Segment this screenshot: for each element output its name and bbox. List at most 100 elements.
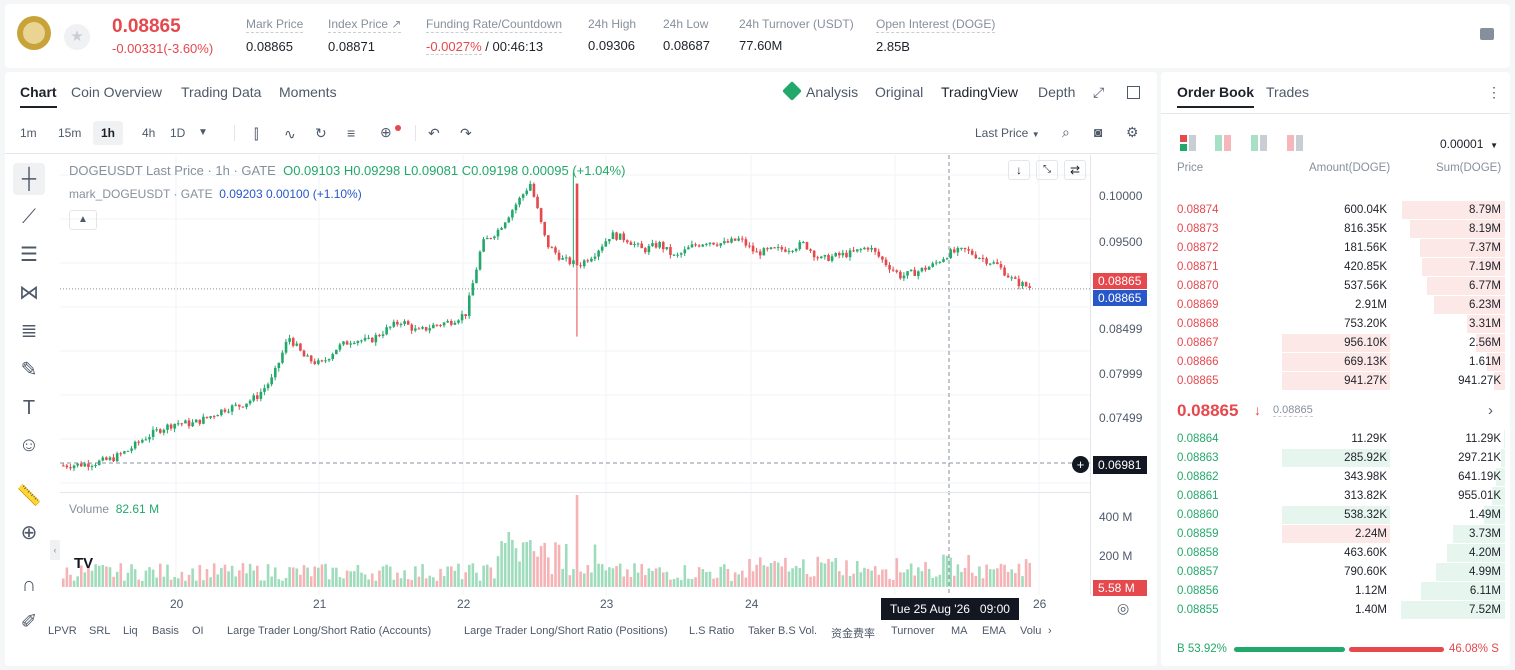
- timeframe-1h[interactable]: 1h: [93, 121, 124, 145]
- row-price: 0.08873: [1177, 223, 1219, 235]
- add-alert-icon[interactable]: +: [1072, 456, 1089, 473]
- tab-coin-overview[interactable]: Coin Overview: [71, 84, 163, 100]
- ask-row[interactable]: 0.08871 420.85K 7.19M: [1170, 258, 1505, 277]
- tab-analysis[interactable]: Analysis: [806, 84, 859, 100]
- candle-body: [967, 249, 970, 251]
- bid-row[interactable]: 0.08863 285.92K 297.21K: [1170, 449, 1505, 468]
- more-options-icon[interactable]: ⋮: [1487, 84, 1501, 100]
- timeframe-15m[interactable]: 15m: [58, 126, 82, 140]
- timeframe-4h[interactable]: 4h: [142, 126, 156, 140]
- ruler-icon[interactable]: 📏: [16, 485, 42, 507]
- fullscreen-icon[interactable]: [1127, 86, 1140, 99]
- horizontal-lines-icon[interactable]: ☰: [20, 244, 38, 266]
- bid-row[interactable]: 0.08862 343.98K 641.19K: [1170, 468, 1505, 487]
- ask-row[interactable]: 0.08866 669.13K 1.61M: [1170, 353, 1505, 372]
- collapse-toolbar-icon[interactable]: ‹: [50, 540, 60, 560]
- bid-row[interactable]: 0.08855 1.40M 7.52M: [1170, 601, 1505, 620]
- emoji-icon[interactable]: ☺: [18, 434, 40, 456]
- trendline-icon[interactable]: ⟋: [22, 206, 36, 228]
- swap-pane-icon[interactable]: ⇄: [1064, 160, 1086, 180]
- ask-row[interactable]: 0.08869 2.91M 6.23M: [1170, 296, 1505, 315]
- ask-row[interactable]: 0.08870 537.56K 6.77M: [1170, 277, 1505, 296]
- indicator-basis[interactable]: Basis: [152, 625, 179, 637]
- favorite-star-icon[interactable]: ★: [64, 24, 90, 50]
- indicator-ma[interactable]: MA: [951, 625, 968, 637]
- view-asks-icon[interactable]: [1287, 135, 1303, 151]
- tab-depth[interactable]: Depth: [1038, 84, 1076, 100]
- pencil-lock-icon[interactable]: ✐: [20, 611, 38, 633]
- indicator-ema[interactable]: EMA: [982, 625, 1006, 637]
- candle-body: [863, 247, 866, 250]
- search-icon[interactable]: ⌕: [1062, 124, 1070, 140]
- chevron-right-icon[interactable]: ›: [1488, 402, 1493, 419]
- indicator-lt-accounts[interactable]: Large Trader Long/Short Ratio (Accounts): [227, 625, 432, 637]
- indicator-taker-vol[interactable]: Taker B.S Vol.: [748, 625, 818, 637]
- templates-icon[interactable]: ≡: [347, 125, 356, 141]
- expand-icon[interactable]: ⤢: [1093, 84, 1105, 100]
- indicator-volume[interactable]: Volu: [1020, 625, 1042, 637]
- add-indicator-icon[interactable]: ⊕: [380, 124, 392, 140]
- gear-icon[interactable]: ⚙: [1126, 124, 1139, 140]
- timeframe-1m[interactable]: 1m: [20, 126, 37, 140]
- tab-order-book[interactable]: Order Book: [1177, 84, 1255, 108]
- zoom-in-icon[interactable]: ⊕: [20, 522, 38, 544]
- indicator-srl[interactable]: SRL: [89, 625, 111, 637]
- indicators-icon[interactable]: ∿: [284, 126, 296, 142]
- tab-moments[interactable]: Moments: [279, 84, 337, 100]
- bid-row[interactable]: 0.08860 538.32K 1.49M: [1170, 506, 1505, 525]
- brush-icon[interactable]: ✎: [20, 359, 38, 381]
- depth-bar: [1409, 220, 1505, 238]
- ask-row[interactable]: 0.08868 753.20K 3.31M: [1170, 315, 1505, 334]
- view-both-icon[interactable]: [1180, 135, 1196, 151]
- price-type-select[interactable]: Last Price ▼: [975, 126, 1040, 140]
- camera-icon[interactable]: ◙: [1094, 124, 1103, 140]
- tab-tradingview[interactable]: TradingView: [941, 84, 1019, 100]
- refresh-icon[interactable]: ↻: [315, 125, 327, 141]
- volume-bar: [967, 555, 970, 587]
- ask-row[interactable]: 0.08872 181.56K 7.37M: [1170, 239, 1505, 258]
- indicator-lt-positions[interactable]: Large Trader Long/Short Ratio (Positions…: [464, 625, 668, 637]
- magnet-icon[interactable]: ∩: [21, 574, 37, 596]
- ask-row[interactable]: 0.08867 956.10K 2.56M: [1170, 334, 1505, 353]
- tab-trades[interactable]: Trades: [1266, 84, 1310, 100]
- fib-icon[interactable]: ≣: [20, 320, 38, 342]
- bid-row[interactable]: 0.08858 463.60K 4.20M: [1170, 544, 1505, 563]
- bid-row[interactable]: 0.08856 1.12M 6.11M: [1170, 582, 1505, 601]
- view-split-icon[interactable]: [1215, 135, 1231, 151]
- stat-index-price[interactable]: Index Price ↗ 0.08871: [328, 17, 402, 54]
- bid-row[interactable]: 0.08861 313.82K 955.01K: [1170, 487, 1505, 506]
- undo-icon[interactable]: ↶: [428, 125, 440, 141]
- candlestick-chart[interactable]: [60, 155, 1090, 595]
- indicator-oi[interactable]: OI: [192, 625, 204, 637]
- bid-row[interactable]: 0.08864 11.29K 11.29K: [1170, 430, 1505, 449]
- timeframe-dropdown-icon[interactable]: ▼: [198, 127, 208, 138]
- stat-24h-low: 24h Low 0.08687: [663, 17, 710, 53]
- tab-chart[interactable]: Chart: [20, 84, 57, 108]
- indicator-ls-ratio[interactable]: L.S Ratio: [689, 625, 735, 637]
- redo-icon[interactable]: ↷: [460, 125, 472, 141]
- tab-original[interactable]: Original: [875, 84, 924, 100]
- candlestick-type-icon[interactable]: ⫿: [254, 126, 259, 142]
- ask-row[interactable]: 0.08873 816.35K 8.19M: [1170, 220, 1505, 239]
- timeframe-1d[interactable]: 1D: [170, 126, 186, 140]
- ask-row[interactable]: 0.08874 600.04K 8.79M: [1170, 201, 1505, 220]
- bid-row[interactable]: 0.08859 2.24M 3.73M: [1170, 525, 1505, 544]
- indicator-liq[interactable]: Liq: [123, 625, 138, 637]
- chevron-right-icon[interactable]: ›: [1048, 625, 1052, 637]
- indicator-turnover[interactable]: Turnover: [891, 625, 935, 637]
- tab-trading-data[interactable]: Trading Data: [181, 84, 262, 100]
- maximize-pane-icon[interactable]: ⤡: [1036, 160, 1058, 180]
- indicator-lpvr[interactable]: LPVR: [48, 625, 77, 637]
- ask-row[interactable]: 0.08865 941.27K 941.27K: [1170, 372, 1505, 391]
- precision-select[interactable]: 0.00001 ▼: [1440, 137, 1498, 151]
- text-tool-icon[interactable]: T: [22, 397, 36, 419]
- book-icon[interactable]: [1480, 28, 1494, 40]
- time-settings-icon[interactable]: ◎: [1117, 600, 1130, 616]
- collapse-legend-button[interactable]: ▲: [69, 210, 97, 230]
- pattern-icon[interactable]: ⋈: [19, 282, 39, 304]
- crosshair-icon[interactable]: ┼: [13, 163, 45, 195]
- indicator-funding-rate[interactable]: 资金费率: [831, 628, 875, 640]
- view-bids-icon[interactable]: [1251, 135, 1267, 151]
- scroll-down-icon[interactable]: ↓: [1008, 160, 1030, 180]
- bid-row[interactable]: 0.08857 790.60K 4.99M: [1170, 563, 1505, 582]
